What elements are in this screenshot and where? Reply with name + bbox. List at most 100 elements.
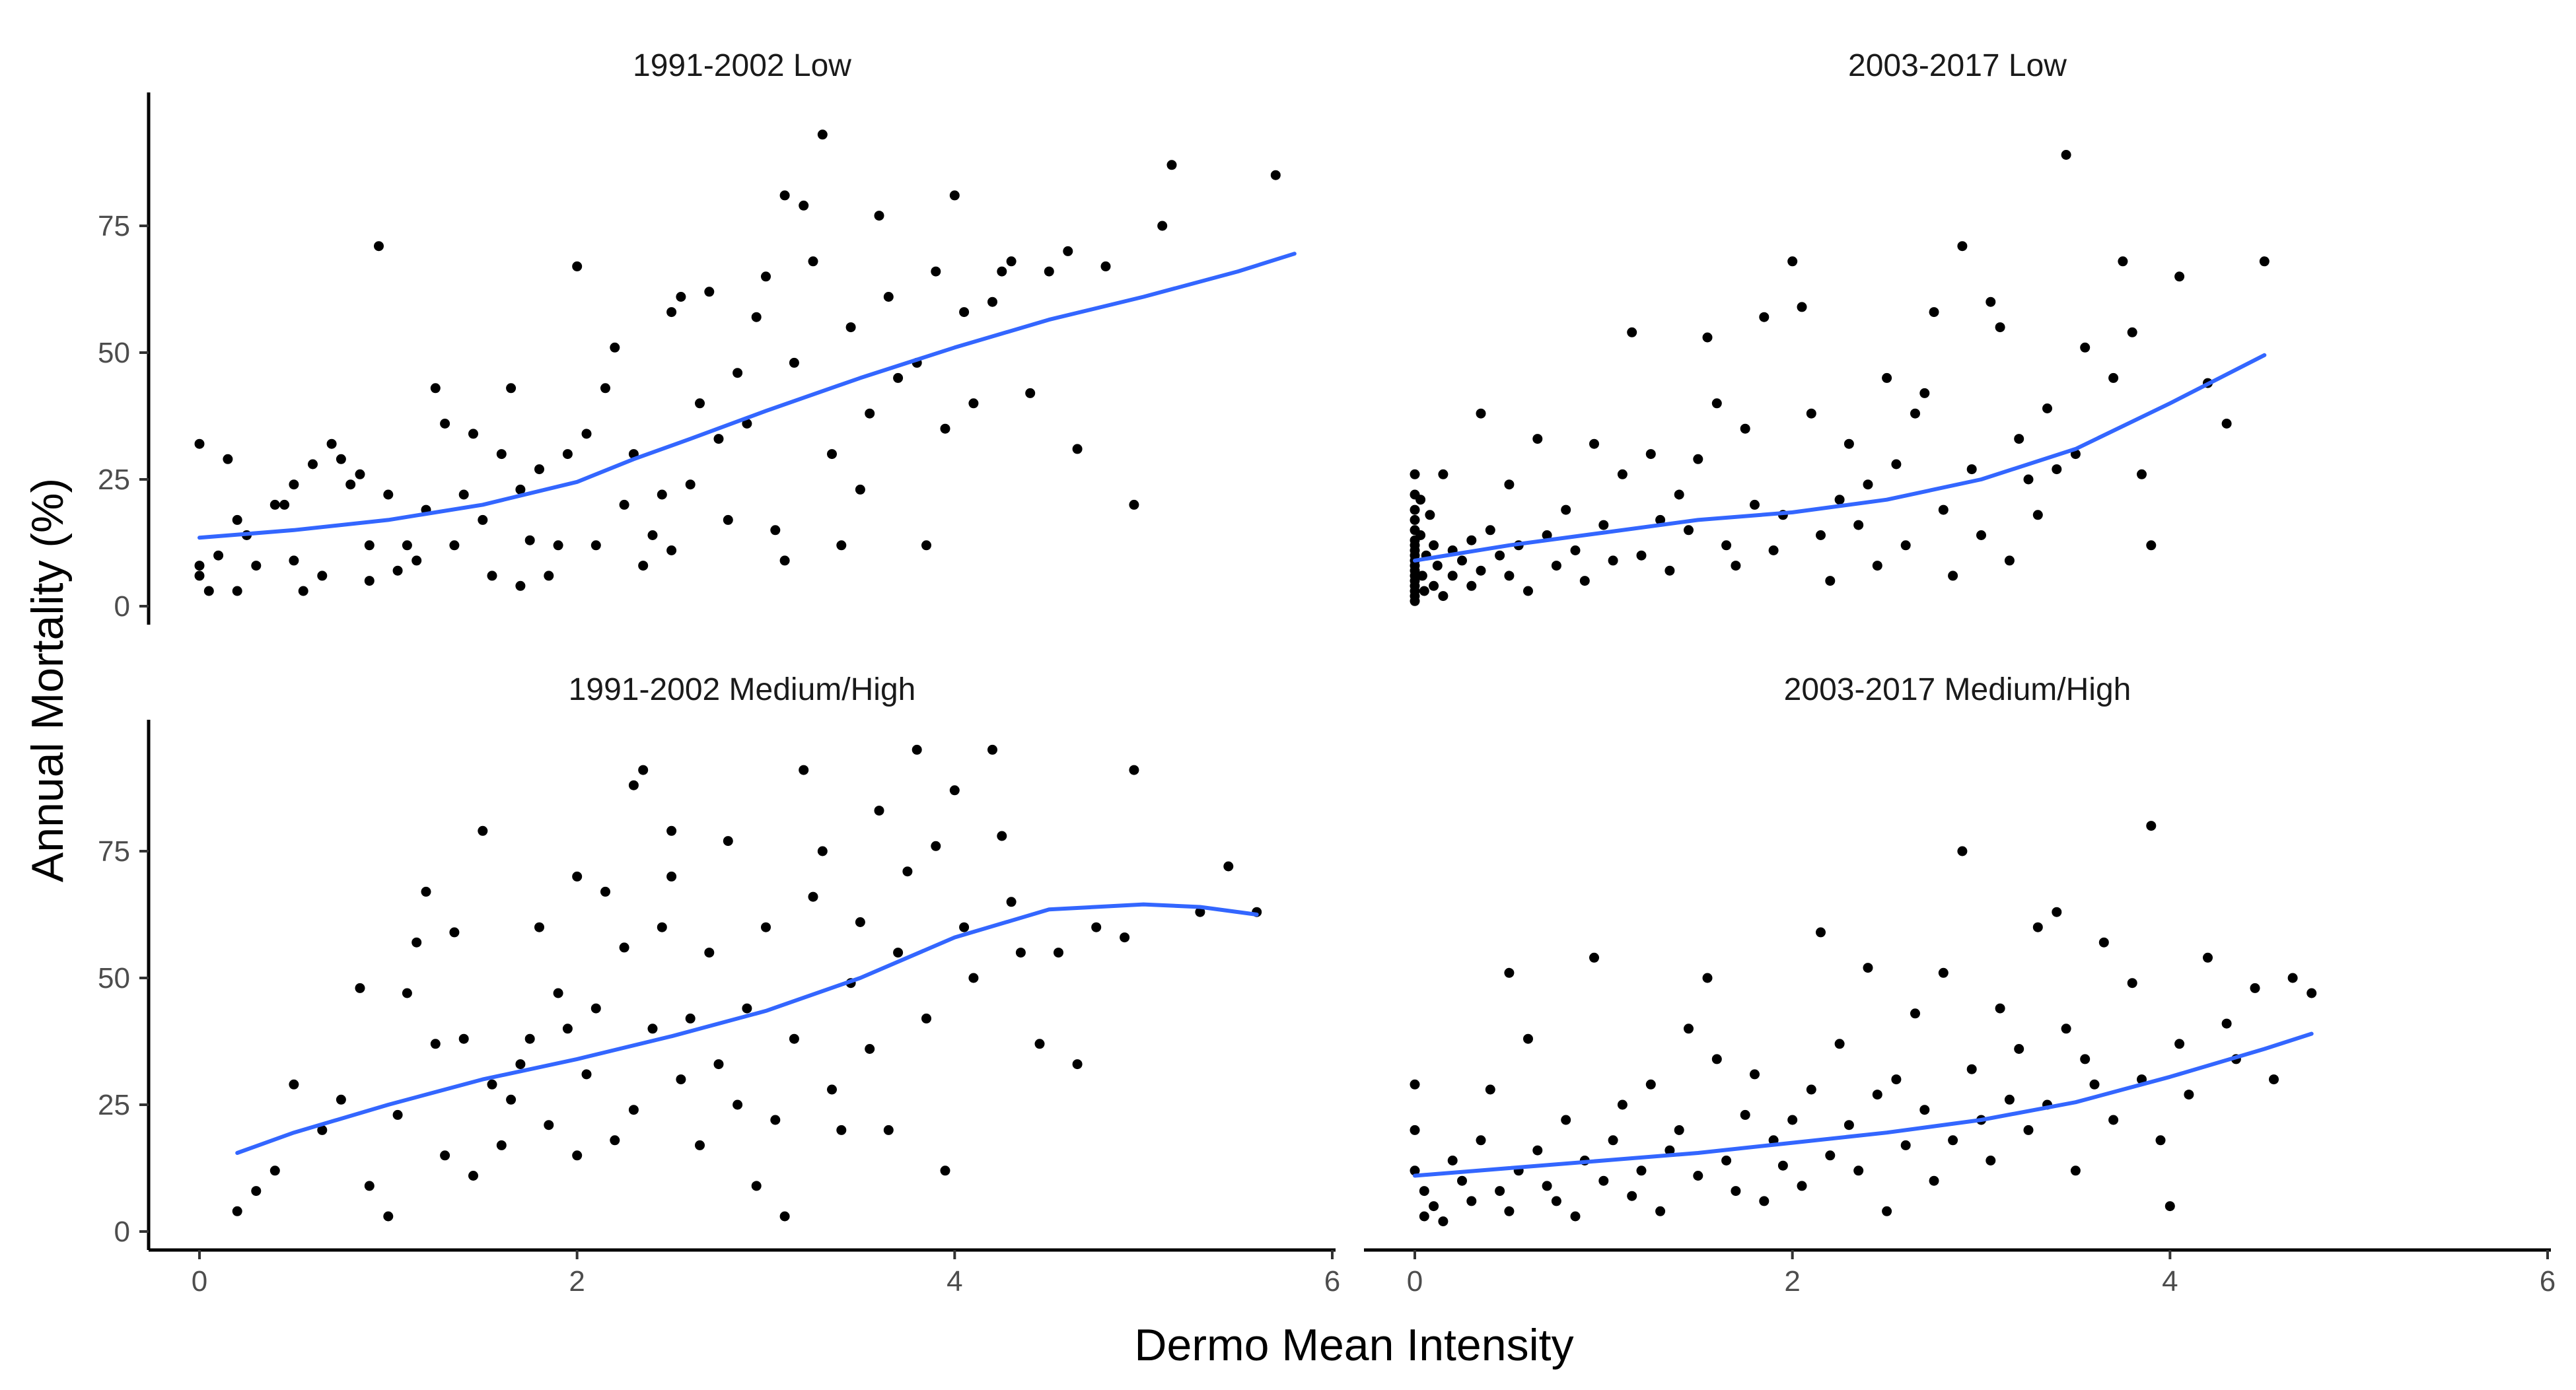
data-point [392, 565, 403, 576]
data-point [392, 1109, 403, 1120]
data-point [1843, 1120, 1854, 1130]
x-tick-label: 4 [947, 1265, 962, 1298]
data-point [553, 988, 563, 998]
data-point [1731, 1186, 1741, 1197]
data-point [1674, 1125, 1684, 1135]
data-point [402, 988, 412, 998]
data-point [1457, 1175, 1467, 1186]
data-point [2155, 1135, 2166, 1146]
data-point [1919, 388, 1930, 398]
data-point [1476, 565, 1486, 576]
data-point [1415, 495, 1426, 505]
data-point [1787, 256, 1798, 267]
data-point [1570, 545, 1581, 555]
data-point [345, 479, 356, 490]
data-point [1910, 1008, 1920, 1019]
data-point [1843, 438, 1854, 449]
data-point [2127, 327, 2137, 337]
data-point [487, 1079, 497, 1090]
data-point [666, 871, 677, 882]
data-point [808, 256, 818, 267]
data-point [2042, 403, 2052, 413]
data-point [638, 561, 649, 571]
data-point [534, 464, 544, 475]
data-point [326, 438, 337, 449]
data-point [524, 535, 535, 545]
data-point [779, 190, 790, 201]
data-point [1957, 846, 1968, 856]
data-point [610, 342, 620, 353]
data-point [799, 200, 809, 211]
data-point [1561, 1115, 1571, 1125]
data-point [590, 540, 601, 551]
data-point [921, 540, 931, 551]
data-point [317, 1125, 328, 1135]
data-point [723, 836, 733, 847]
data-point [1995, 1003, 2005, 1014]
y-tick-label: 75 [98, 210, 130, 242]
data-point [590, 1003, 601, 1014]
data-point [1410, 504, 1420, 515]
data-point [1882, 372, 1892, 383]
data-point [269, 499, 280, 510]
data-point [893, 372, 904, 383]
data-point [1645, 449, 1656, 460]
data-point [515, 580, 526, 591]
data-point [1466, 535, 1477, 545]
data-point [2269, 1074, 2279, 1085]
data-point [865, 408, 875, 419]
data-point [1891, 459, 1902, 469]
data-point [1655, 1206, 1666, 1216]
data-point [808, 891, 818, 902]
data-point [1410, 514, 1420, 525]
data-point [1674, 489, 1684, 500]
data-point [1523, 586, 1533, 596]
data-point [1919, 1105, 1930, 1115]
data-point [402, 540, 412, 551]
data-point [1419, 1211, 1429, 1222]
data-point [336, 454, 346, 464]
data-point [1957, 241, 1968, 252]
data-point [1693, 1171, 1703, 1181]
data-point [194, 438, 205, 449]
data-point [1834, 1039, 1845, 1049]
data-point [610, 1135, 620, 1146]
data-point [1750, 1069, 1760, 1080]
data-point [893, 948, 904, 958]
data-point [1438, 591, 1449, 602]
data-point [1504, 1206, 1515, 1216]
data-point [949, 785, 960, 796]
data-point [817, 846, 828, 856]
x-tick-label: 0 [1407, 1265, 1423, 1298]
data-point [1986, 1156, 1996, 1165]
data-point [2146, 821, 2157, 831]
data-point [1425, 510, 1435, 520]
data-point [949, 190, 960, 201]
data-point [883, 292, 894, 302]
trend-line [1413, 1031, 2314, 1178]
data-point [1447, 1156, 1458, 1165]
data-point [524, 1033, 535, 1044]
data-point [308, 459, 318, 469]
data-point [1976, 530, 1986, 540]
data-point [1938, 504, 1949, 515]
data-point [2023, 474, 2034, 485]
data-point [1447, 571, 1458, 581]
panel-title: 1991-2002 Low [633, 48, 851, 83]
data-point [223, 454, 233, 464]
data-point [562, 1024, 573, 1034]
data-point [647, 530, 658, 540]
data-point [2184, 1090, 2194, 1100]
data-point [449, 927, 460, 938]
data-point [1570, 1211, 1581, 1222]
data-point [1561, 504, 1571, 515]
data-point [2221, 1018, 2232, 1029]
data-point [364, 1181, 375, 1191]
data-point [1410, 1125, 1420, 1135]
y-tick-label: 75 [98, 835, 130, 868]
data-point [2118, 256, 2128, 267]
data-point [1410, 1079, 1420, 1090]
trend-line [235, 902, 1259, 1155]
data-point [1054, 948, 1063, 958]
